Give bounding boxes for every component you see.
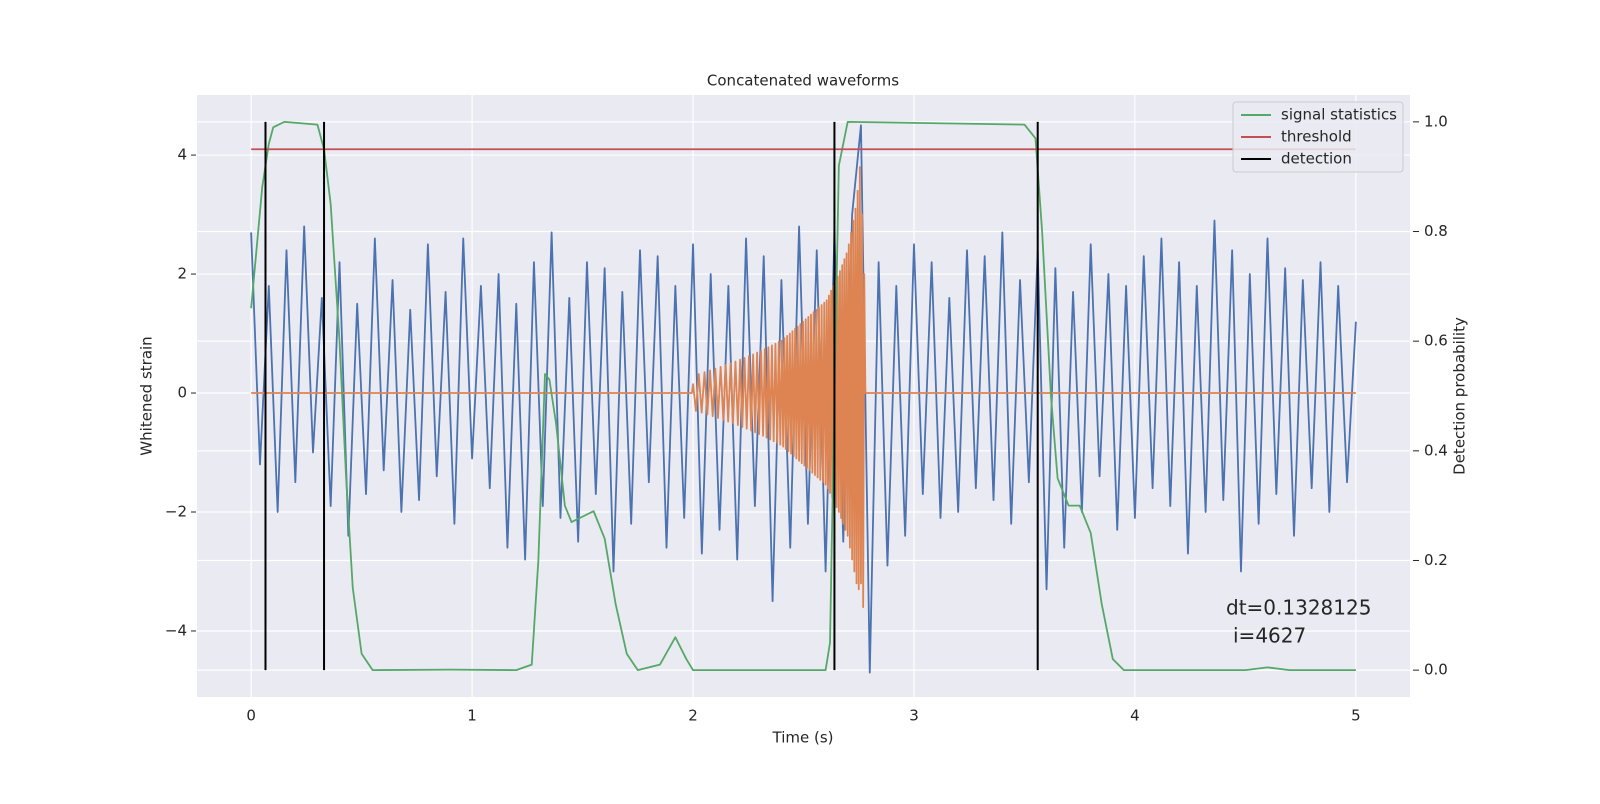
series-line	[250, 120, 1356, 672]
y2-tick-label: 0.4	[1424, 441, 1448, 459]
x-tick-label: 4	[1130, 707, 1140, 725]
chart-title: Concatenated waveforms	[707, 72, 899, 90]
annotation: i=4627	[1233, 624, 1306, 648]
annotation: dt=0.1328125	[1226, 596, 1371, 620]
x-tick-label: 2	[688, 707, 698, 725]
x-tick-label: 3	[909, 707, 919, 725]
y-axis-label: Whitened strain	[138, 336, 156, 455]
y2-tick-label: 0.6	[1424, 332, 1448, 350]
y-tick-label: −2	[165, 502, 187, 520]
y-tick-label: 4	[177, 146, 187, 164]
legend-label: signal statistics	[1281, 106, 1397, 124]
x-axis-label: Time (s)	[772, 729, 834, 747]
y-tick-label: −4	[165, 621, 187, 639]
x-tick-label: 5	[1351, 707, 1361, 725]
series-line	[251, 166, 1356, 609]
x-tick-label: 0	[246, 707, 256, 725]
y-tick-label: 0	[177, 384, 187, 402]
legend-label: threshold	[1281, 128, 1352, 146]
x-tick-label: 1	[467, 707, 477, 725]
y2-tick-label: 0.0	[1424, 661, 1448, 679]
y-tick-label: 2	[177, 265, 187, 283]
y2-tick-label: 0.2	[1424, 551, 1448, 569]
legend-box	[1232, 101, 1404, 173]
y2-tick-label: 0.8	[1424, 222, 1448, 240]
legend-label: detection	[1281, 150, 1352, 168]
y2-tick-label: 1.0	[1424, 112, 1448, 130]
y2-axis-label: Detection probability	[1451, 317, 1469, 475]
